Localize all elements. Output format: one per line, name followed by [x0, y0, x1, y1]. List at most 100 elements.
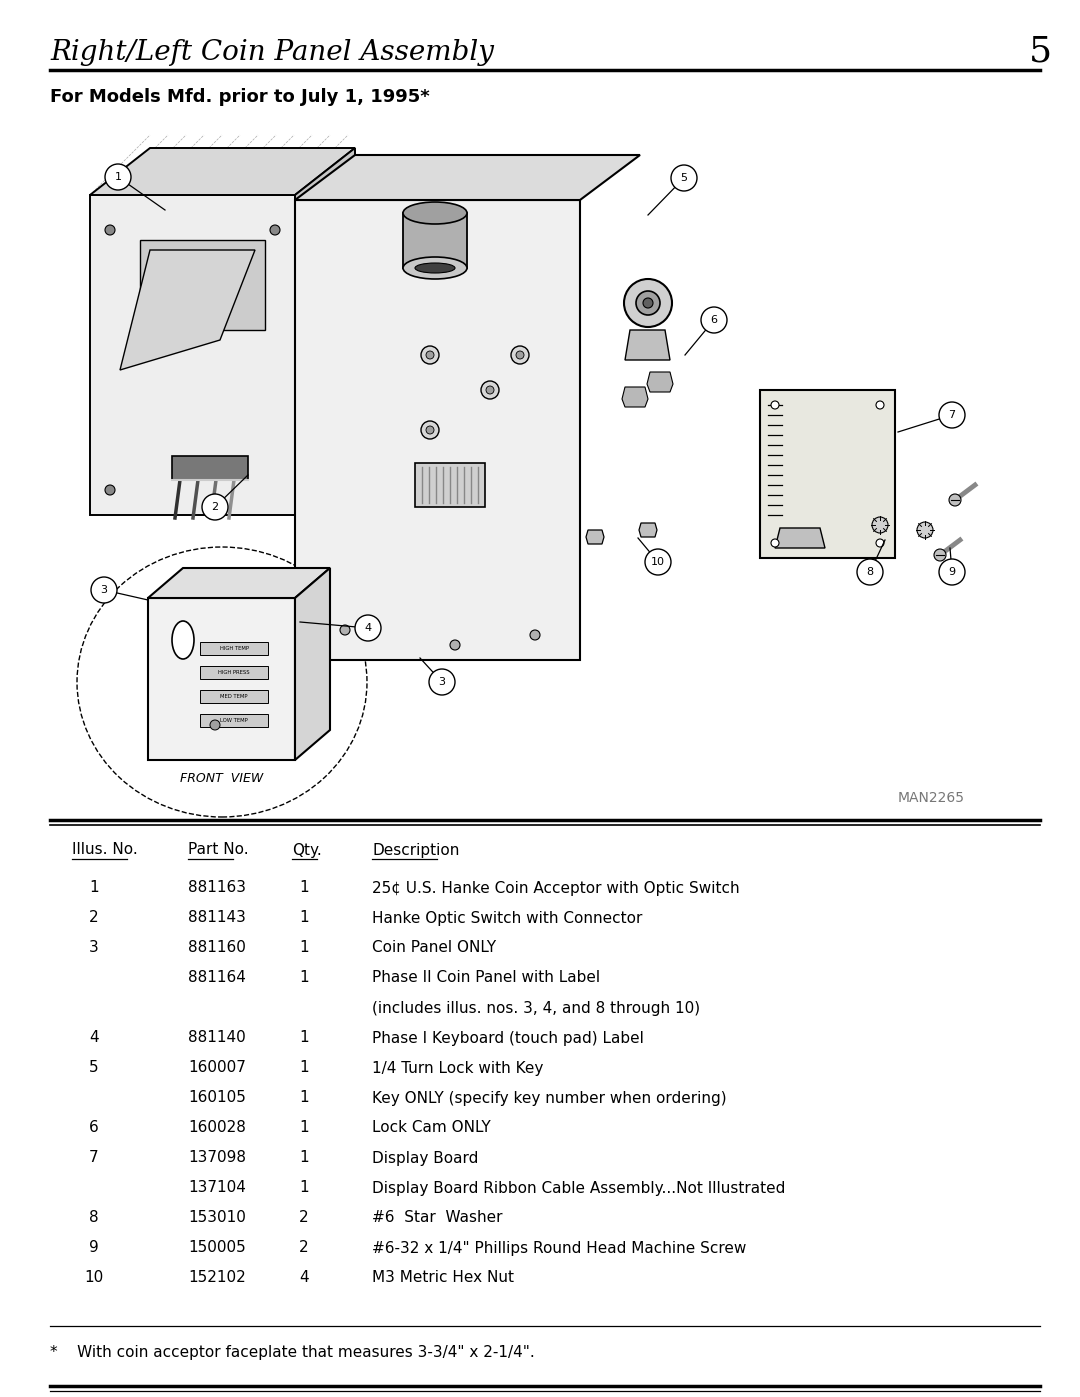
Circle shape: [671, 165, 697, 191]
Circle shape: [91, 577, 117, 604]
Text: 881163: 881163: [188, 880, 246, 895]
Polygon shape: [647, 372, 673, 393]
Circle shape: [270, 225, 280, 235]
Circle shape: [917, 522, 933, 538]
Polygon shape: [295, 148, 355, 515]
Text: Right/Left Coin Panel Assembly: Right/Left Coin Panel Assembly: [50, 39, 494, 66]
Circle shape: [701, 307, 727, 332]
Text: 2: 2: [90, 911, 98, 925]
Text: 152102: 152102: [188, 1270, 246, 1285]
Text: 153010: 153010: [188, 1210, 246, 1225]
Text: 160007: 160007: [188, 1060, 246, 1076]
Text: 6: 6: [90, 1120, 99, 1136]
Text: 3: 3: [90, 940, 99, 956]
Text: 5: 5: [680, 173, 688, 183]
Text: 10: 10: [651, 557, 665, 567]
Circle shape: [210, 719, 220, 731]
Text: For Models Mfd. prior to July 1, 1995*: For Models Mfd. prior to July 1, 1995*: [50, 88, 430, 106]
Text: 8: 8: [866, 567, 874, 577]
Text: 881143: 881143: [188, 911, 246, 925]
Text: *    With coin acceptor faceplate that measures 3-3/4" x 2-1/4".: * With coin acceptor faceplate that meas…: [50, 1344, 535, 1359]
Polygon shape: [586, 529, 604, 543]
Text: 137098: 137098: [188, 1151, 246, 1165]
Circle shape: [858, 559, 883, 585]
Circle shape: [481, 381, 499, 400]
Text: 1: 1: [90, 880, 98, 895]
Text: 7: 7: [948, 409, 956, 420]
Polygon shape: [148, 569, 330, 598]
Circle shape: [939, 402, 966, 427]
Text: 5: 5: [90, 1060, 98, 1076]
Text: Part No.: Part No.: [188, 842, 248, 858]
Circle shape: [105, 163, 131, 190]
Text: 160105: 160105: [188, 1091, 246, 1105]
Text: 1: 1: [299, 1151, 309, 1165]
Text: 1: 1: [299, 911, 309, 925]
Text: 1: 1: [299, 1091, 309, 1105]
Text: MED TEMP: MED TEMP: [220, 693, 247, 698]
Circle shape: [645, 549, 671, 576]
Circle shape: [643, 298, 653, 307]
Text: 150005: 150005: [188, 1241, 246, 1256]
Text: 1: 1: [299, 1060, 309, 1076]
Text: Coin Panel ONLY: Coin Panel ONLY: [372, 940, 496, 956]
Circle shape: [934, 549, 946, 562]
Text: 5: 5: [1028, 35, 1052, 68]
Circle shape: [636, 291, 660, 314]
Polygon shape: [90, 196, 295, 515]
Circle shape: [876, 539, 885, 548]
Text: 7: 7: [90, 1151, 98, 1165]
Circle shape: [426, 426, 434, 434]
Text: 2: 2: [299, 1241, 309, 1256]
Polygon shape: [760, 390, 895, 557]
FancyBboxPatch shape: [172, 455, 248, 481]
FancyBboxPatch shape: [200, 690, 268, 703]
Polygon shape: [120, 250, 255, 370]
Text: 881160: 881160: [188, 940, 246, 956]
Ellipse shape: [172, 622, 194, 659]
Text: 4: 4: [364, 623, 372, 633]
Text: 9: 9: [948, 567, 956, 577]
Text: 25¢ U.S. Hanke Coin Acceptor with Optic Switch: 25¢ U.S. Hanke Coin Acceptor with Optic …: [372, 880, 740, 895]
Circle shape: [421, 420, 438, 439]
Text: 3: 3: [100, 585, 108, 595]
Circle shape: [511, 346, 529, 365]
Text: 9: 9: [90, 1241, 99, 1256]
Text: 2: 2: [299, 1210, 309, 1225]
Text: 1: 1: [299, 1031, 309, 1045]
Text: 881140: 881140: [188, 1031, 246, 1045]
Text: 4: 4: [90, 1031, 98, 1045]
Text: 1: 1: [299, 1120, 309, 1136]
FancyBboxPatch shape: [200, 666, 268, 679]
FancyBboxPatch shape: [200, 714, 268, 726]
FancyBboxPatch shape: [415, 462, 485, 507]
Text: 1: 1: [299, 940, 309, 956]
Text: 881164: 881164: [188, 971, 246, 985]
Text: Display Board: Display Board: [372, 1151, 478, 1165]
Polygon shape: [639, 522, 657, 536]
Circle shape: [105, 485, 114, 495]
Text: Qty.: Qty.: [292, 842, 322, 858]
Text: 137104: 137104: [188, 1180, 246, 1196]
Text: Lock Cam ONLY: Lock Cam ONLY: [372, 1120, 490, 1136]
Circle shape: [771, 401, 779, 409]
Circle shape: [355, 615, 381, 641]
Text: 3: 3: [438, 678, 446, 687]
Text: 160028: 160028: [188, 1120, 246, 1136]
Text: 4: 4: [299, 1270, 309, 1285]
Circle shape: [450, 640, 460, 650]
Text: #6  Star  Washer: #6 Star Washer: [372, 1210, 502, 1225]
Text: Key ONLY (specify key number when ordering): Key ONLY (specify key number when orderi…: [372, 1091, 727, 1105]
Ellipse shape: [415, 263, 455, 272]
Circle shape: [105, 225, 114, 235]
Polygon shape: [295, 155, 640, 200]
Text: 1: 1: [299, 880, 309, 895]
Text: M3 Metric Hex Nut: M3 Metric Hex Nut: [372, 1270, 514, 1285]
Text: 6: 6: [711, 314, 717, 326]
Text: 8: 8: [90, 1210, 98, 1225]
Polygon shape: [140, 240, 265, 330]
Circle shape: [939, 559, 966, 585]
Text: 1: 1: [299, 971, 309, 985]
Text: Phase II Coin Panel with Label: Phase II Coin Panel with Label: [372, 971, 600, 985]
Polygon shape: [622, 387, 648, 407]
